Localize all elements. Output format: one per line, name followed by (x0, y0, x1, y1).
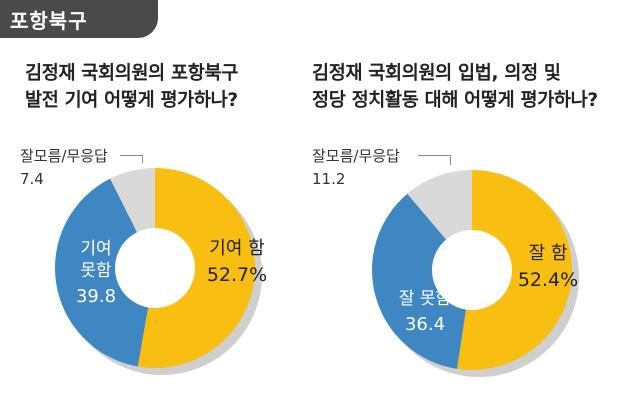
na-leader-tick (142, 155, 143, 163)
bad-label: 기여 못함 39.8 (68, 238, 124, 308)
na-leader-line (418, 155, 450, 156)
chart-panel-contribution: 김정재 국회의원의 포항북구 발전 기여 어떻게 평가하나? 잘모름/무응답 7… (20, 60, 272, 375)
bad-label-line1: 기여 (80, 239, 112, 259)
region-tag: 포항북구 (0, 0, 158, 38)
bad-label: 잘 못함 36.4 (395, 288, 455, 336)
slice-good (137, 168, 255, 368)
good-label: 잘 함 52.4% (515, 242, 581, 292)
good-label-name: 잘 함 (528, 243, 568, 264)
na-label: 잘모름/무응답 (312, 147, 400, 165)
bad-label-name: 잘 못함 (398, 289, 452, 309)
donut-hole (115, 228, 195, 308)
bad-value: 36.4 (404, 314, 446, 335)
na-value: 11.2 (312, 170, 346, 188)
donut-hole (432, 230, 512, 310)
slice-bad (54, 178, 155, 367)
region-tag-label: 포항북구 (10, 8, 88, 33)
donut-chart (54, 168, 262, 375)
na-label: 잘모름/무응답 (20, 147, 108, 165)
good-label-name: 기여 함 (209, 238, 265, 259)
chart-title-line2: 발전 기여 어떻게 평가하나? (25, 90, 238, 111)
slice-bad (372, 193, 472, 369)
good-value: 52.4% (517, 269, 579, 291)
na-value: 7.4 (20, 170, 44, 188)
chart-title: 김정재 국회의원의 입법, 의정 및 정당 정치활동 대해 어떻게 평가하나? (312, 60, 598, 114)
na-leader-line (120, 155, 142, 156)
good-value: 52.7% (206, 264, 268, 286)
na-leader-tick (450, 155, 451, 165)
slice-good (456, 170, 573, 370)
bad-value: 39.8 (75, 286, 117, 307)
good-label: 기여 함 52.7% (202, 237, 272, 287)
chart-title: 김정재 국회의원의 포항북구 발전 기여 어떻게 평가하나? (25, 60, 238, 114)
chart-title-line1: 김정재 국회의원의 포항북구 (25, 63, 238, 84)
donut-chart (372, 170, 579, 377)
chart-title-line2: 정당 정치활동 대해 어떻게 평가하나? (312, 90, 598, 111)
chart-title-line1: 김정재 국회의원의 입법, 의정 및 (312, 63, 561, 84)
bad-label-line2: 못함 (80, 261, 112, 281)
chart-panel-activity: 김정재 국회의원의 입법, 의정 및 정당 정치활동 대해 어떻게 평가하나? … (312, 0, 640, 410)
